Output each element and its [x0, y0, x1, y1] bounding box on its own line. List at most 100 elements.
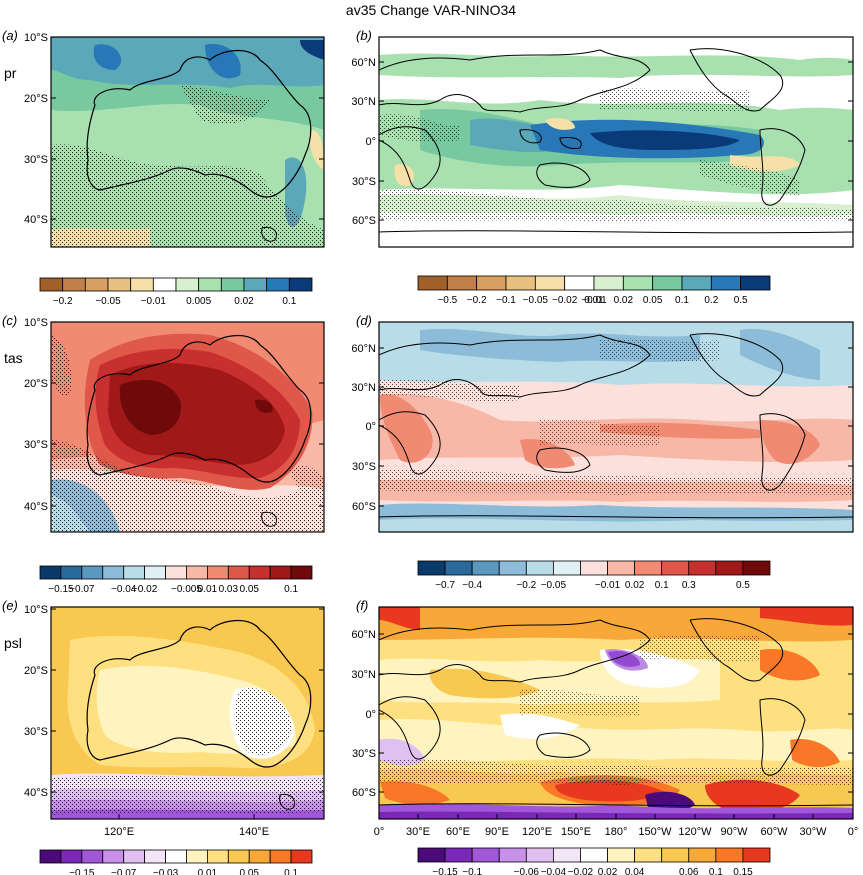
colorbar-swatch — [607, 560, 636, 576]
colorbar-swatch — [107, 277, 132, 292]
colorbar-swatch — [62, 277, 86, 292]
ytick-label: 60°N — [351, 629, 376, 641]
xtick-label: 120°W — [678, 826, 712, 838]
ytick-label: 20°S — [24, 378, 48, 390]
colorbar-label: 0.01 — [198, 584, 218, 595]
map-fill-e — [51, 607, 324, 819]
colorbar-label: −0.2 — [53, 296, 73, 307]
colorbar-swatch — [681, 275, 712, 291]
colorbar-label: −0.05 — [523, 295, 549, 306]
colorbar-label: 0.5 — [734, 295, 748, 306]
ytick-label: 30°N — [351, 382, 376, 394]
colorbar-label: −0.15 — [69, 868, 95, 875]
colorbar-label: −0.15 — [432, 867, 458, 875]
ytick-label: 30°N — [351, 669, 376, 681]
colorbar-label: 0.1 — [284, 868, 298, 875]
colorbar-swatch — [84, 277, 109, 292]
yaxis-c: 10°S 20°S 30°S 40°S — [24, 317, 324, 513]
colorbar-label: −0.5 — [437, 295, 457, 306]
ytick-label: 20°S — [24, 665, 48, 677]
colorbar-tas-global: −0.7 −0.4 −0.2 −0.05 −0.01 0.02 0.1 0.3 0.5 — [417, 560, 771, 591]
colorbar-swatch — [81, 849, 104, 864]
xtick-label: 60°W — [760, 826, 788, 838]
panel-e: (e) psl 10°S 20°S 30°S 40°S 120°E 140°E — [2, 598, 325, 838]
colorbar-swatch — [417, 560, 446, 576]
xtick-label: 90°W — [720, 826, 748, 838]
colorbar-swatch — [269, 565, 292, 580]
xtick-label: 120°E — [522, 826, 552, 838]
colorbar-label: 0.3 — [682, 580, 696, 591]
colorbar-psl-australia: −0.15 −0.07 −0.03 0.01 0.05 0.1 — [39, 849, 313, 875]
colorbar-label: −0.01 — [595, 580, 621, 591]
colorbar-label: −0.7 — [435, 580, 455, 591]
colorbar-swatch — [525, 847, 554, 863]
colorbar-label: −0.01 — [141, 296, 167, 307]
colorbar-swatch — [175, 277, 200, 292]
colorbar-swatch — [742, 847, 771, 863]
colorbar-label: 0.06 — [679, 867, 699, 875]
ytick-label: 10°S — [24, 604, 48, 616]
colorbar-label: −0.04 — [111, 584, 137, 595]
colorbar-swatch — [688, 847, 717, 863]
xtick-label: 180° — [605, 826, 628, 838]
ytick-label: 20°S — [24, 93, 48, 105]
colorbar-label: 0.1 — [655, 580, 669, 591]
colorbar-label: 0.01 — [198, 868, 218, 875]
colorbar-label: 0.005 — [186, 296, 211, 307]
colorbar-label: −0.005 — [171, 584, 202, 595]
colorbar-swatch — [710, 275, 742, 291]
colorbar-swatch — [39, 277, 64, 292]
colorbar-label: −0.07 — [111, 868, 137, 875]
map-fill-b — [379, 37, 853, 247]
panel-a: (a) pr 10°S 20°S 30°S 40°S — [2, 28, 325, 248]
colorbar-swatch — [266, 277, 290, 292]
colorbar-label: −0.1 — [462, 867, 482, 875]
colorbar-swatch — [444, 560, 473, 576]
colorbar-label: 0.05 — [643, 295, 663, 306]
colorbar-label: 0.1 — [282, 296, 296, 307]
axes-e: 10°S 20°S 30°S 40°S 120°E 140°E — [24, 604, 324, 838]
colorbar-label: 0.1 — [284, 584, 298, 595]
xtick-label: 30°W — [799, 826, 827, 838]
colorbar-psl-global: −0.15 −0.1 −0.06 −0.04 −0.02 0.02 0.04 0.06 0.1 0… — [417, 847, 771, 875]
colorbar-swatch — [742, 560, 771, 576]
colorbar-swatch — [688, 560, 717, 576]
panel-b: (b) — [351, 28, 854, 248]
colorbar-swatch — [123, 849, 146, 864]
colorbar-swatch — [248, 565, 271, 580]
ytick-label: 10°S — [24, 317, 48, 329]
colorbar-swatch — [564, 275, 595, 291]
colorbar-label: −0.2 — [516, 580, 536, 591]
ytick-label: 40°S — [24, 214, 48, 226]
axes-f: 60°N 30°N 0° 30°S 60°S 0° 30°E 60°E 90°E 120°E 150… — [351, 629, 858, 838]
ytick-label: 30°S — [352, 176, 376, 188]
ytick-label: 60°N — [351, 343, 376, 355]
colorbar-swatch — [740, 275, 771, 291]
colorbar-swatch — [471, 847, 500, 863]
ytick-label: 30°S — [352, 461, 376, 473]
ytick-label: 30°S — [24, 439, 48, 451]
colorbar-label: −0.04 — [541, 867, 567, 875]
colorbar-label: −0.02 — [568, 867, 594, 875]
colorbar-label: 0.01 — [584, 295, 604, 306]
colorbar-swatch — [152, 277, 177, 292]
colorbar-swatch — [165, 565, 187, 580]
colorbar-swatch — [622, 275, 654, 291]
map-fill-c — [51, 322, 324, 532]
colorbar-swatch — [198, 277, 222, 292]
ytick-label: 30°S — [24, 726, 48, 738]
colorbar-swatch — [39, 849, 62, 864]
colorbar-label: −0.07 — [69, 584, 95, 595]
colorbar-swatch — [417, 847, 446, 863]
colorbar-label: 0.1 — [675, 295, 689, 306]
map-fill-d — [379, 322, 853, 532]
colorbar-label: 0.03 — [219, 584, 239, 595]
ytick-label: 30°N — [351, 96, 376, 108]
map-fill-a — [51, 37, 324, 247]
panel-c: (c) tas 10°S 20°S 30°S 40°S — [2, 313, 325, 533]
colorbar-swatch — [661, 560, 690, 576]
xtick-label: 90°E — [485, 826, 509, 838]
colorbar-swatch — [715, 560, 744, 576]
